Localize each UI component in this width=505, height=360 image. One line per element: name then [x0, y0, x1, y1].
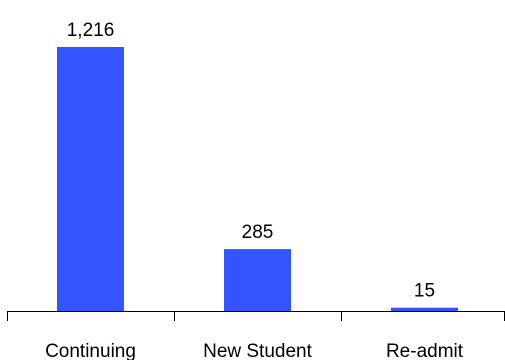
bar-re-admit	[391, 307, 458, 311]
x-tick-label-continuing: Continuing	[45, 341, 136, 360]
bar-value-label-re-admit: 15	[414, 281, 435, 302]
x-axis-ticks-group	[7, 311, 505, 321]
bar-value-label-new-student: 285	[242, 222, 274, 243]
bar-continuing	[57, 47, 124, 311]
bar-value-label-continuing: 1,216	[67, 20, 115, 41]
x-tick-label-new-student: New Student	[203, 341, 313, 360]
bar-new-student	[224, 249, 291, 311]
x-tick-label-re-admit: Re-admit	[386, 341, 464, 360]
value-labels-group: 1,216 285 15	[67, 20, 435, 302]
bars-group	[57, 47, 458, 311]
x-axis-tick-labels-group: Continuing New Student Re-admit	[45, 341, 464, 360]
